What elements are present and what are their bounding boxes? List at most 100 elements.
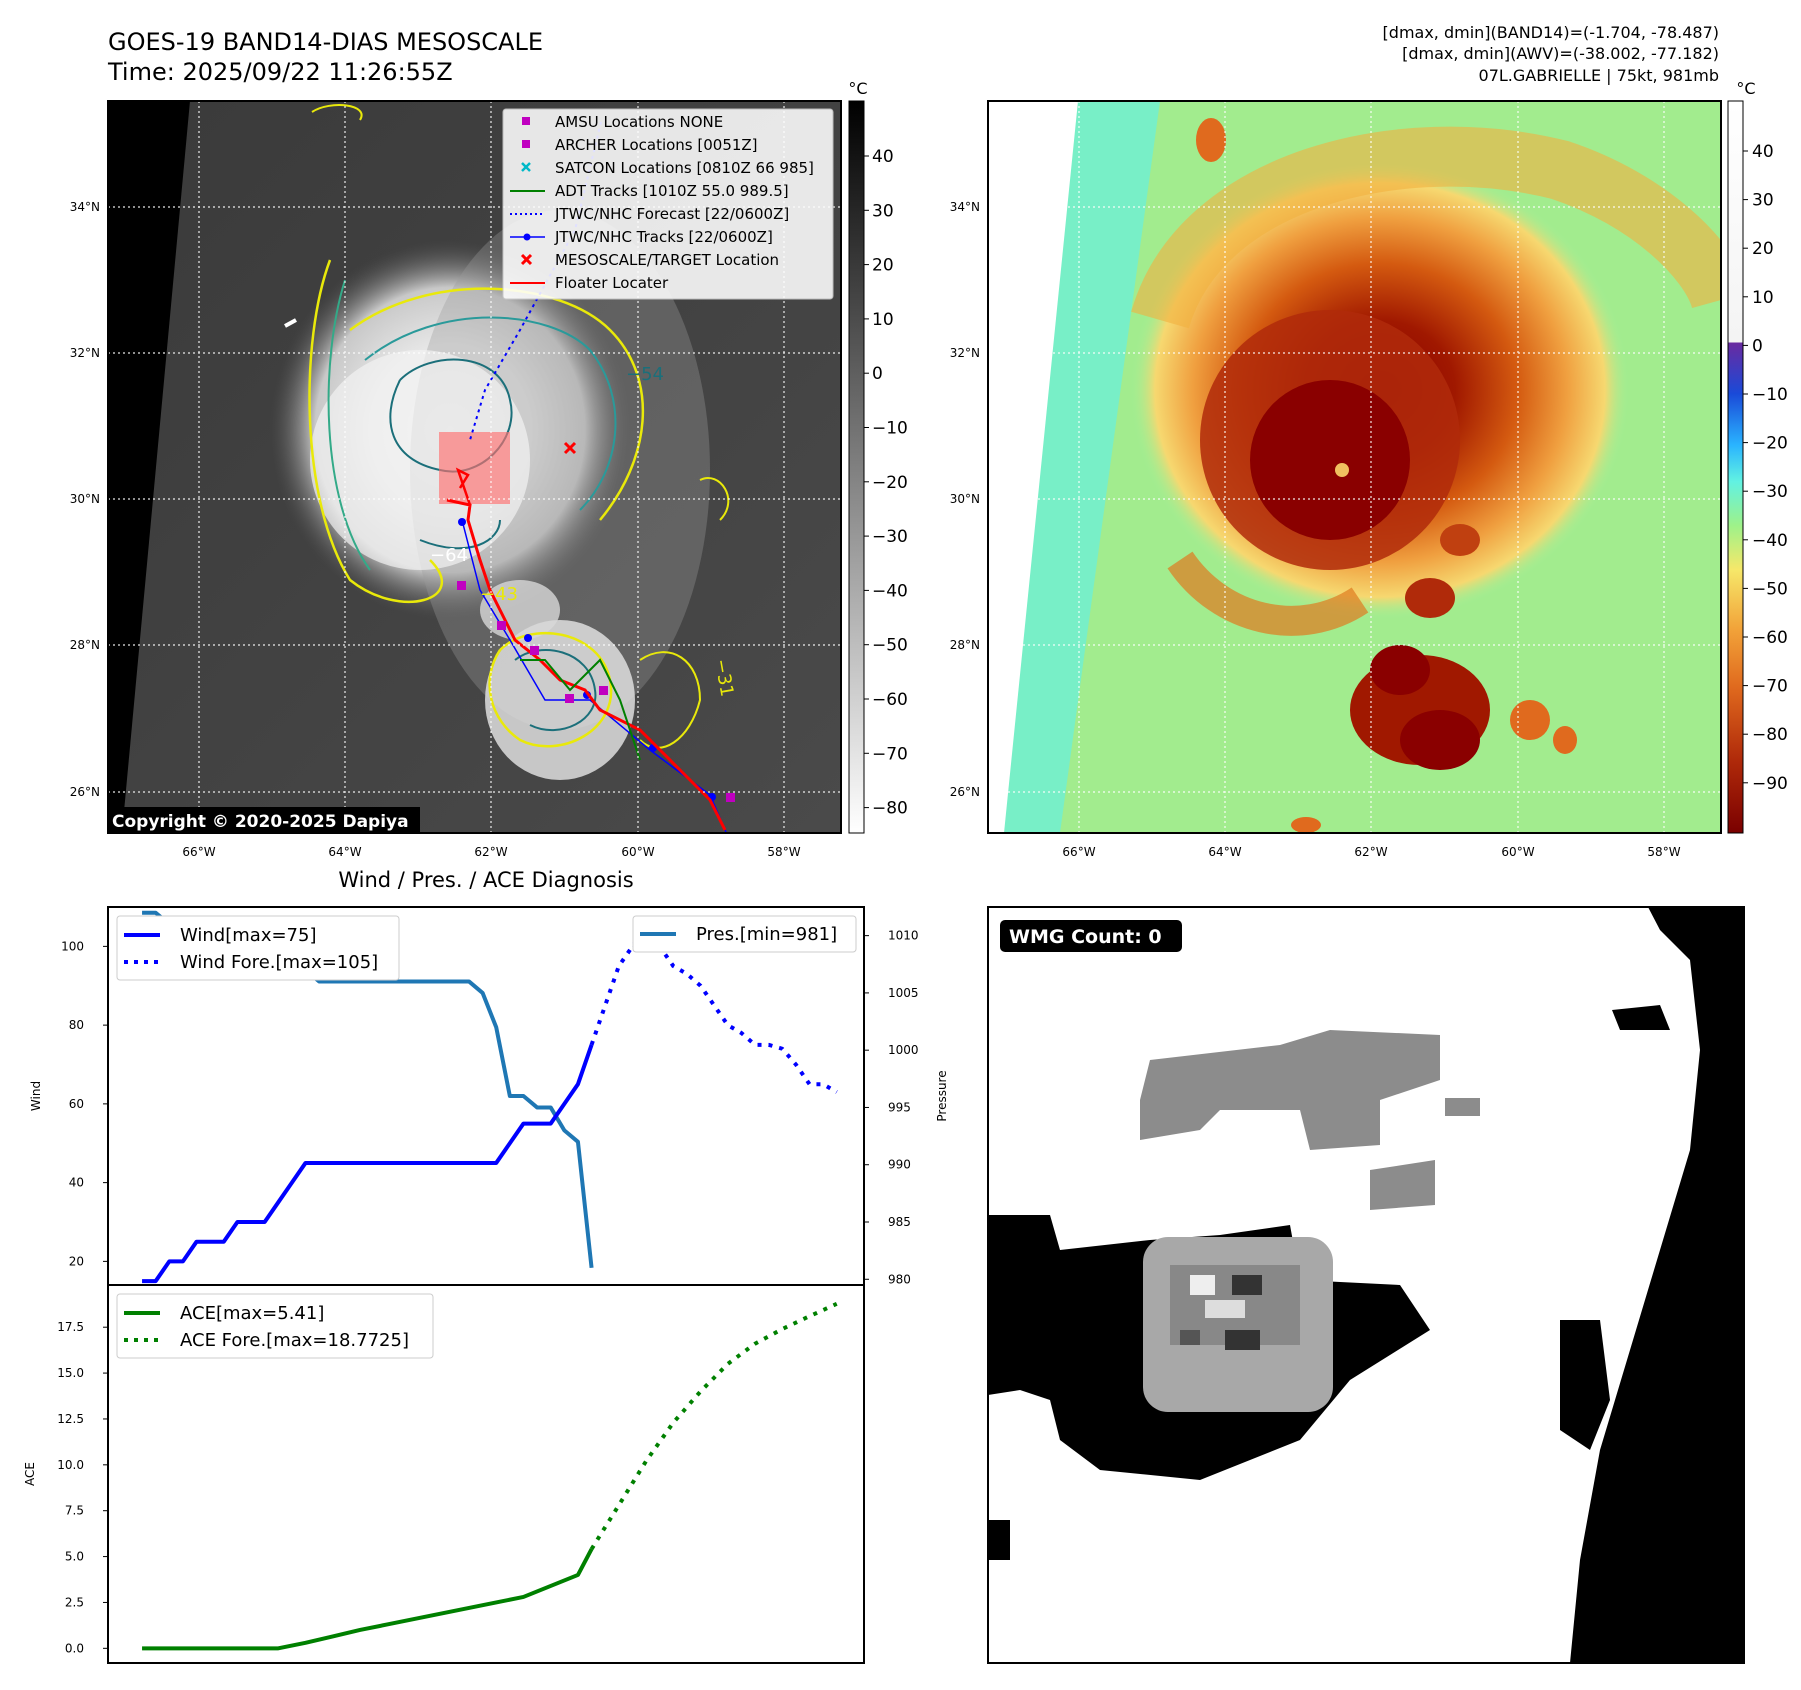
ir-map: −64 −54 −31 −43 Copyright © 2020-2025 Da…	[70, 79, 908, 859]
svg-text:66°W: 66°W	[1062, 845, 1095, 859]
enhanced-lon-labels: 66°W 64°W 62°W 60°W 58°W	[1062, 845, 1680, 859]
enhanced-colorbar: °C 40 30 20 10 0 −10 −20 −30 −40 −50 −60 −70 −80 −90	[1727, 79, 1788, 834]
pressure-axis-tick-label: 990	[888, 1158, 911, 1172]
svg-text:60°W: 60°W	[1501, 845, 1534, 859]
legend-wind: Wind[max=75]	[180, 925, 317, 946]
svg-text:30°N: 30°N	[70, 492, 100, 506]
wmg-panel: WMG Count: 0	[987, 906, 1745, 1664]
svg-text:64°W: 64°W	[328, 845, 361, 859]
ir-colorbar: °C 40 30 20 10 0 −10 −20 −30 −40 −50 −60 −70 −80	[848, 79, 908, 834]
cbar-left-tick-label: −30	[872, 527, 908, 547]
legend-jtwc-forecast: JTWC/NHC Forecast [22/0600Z]	[554, 205, 789, 223]
cbar-right-tick-label: −40	[1752, 531, 1788, 551]
ace-axis-tick-label: 17.5	[57, 1320, 84, 1334]
wmg-count: WMG Count: 0	[1009, 926, 1162, 948]
wind-axis-tick-label: 40	[69, 1176, 84, 1190]
ace-axis-tick-label: 0.0	[65, 1641, 84, 1655]
pressure-axis-tick-label: 1005	[888, 986, 919, 1000]
cbar-right-tick-label: −80	[1752, 725, 1788, 745]
band14-stats: [dmax, dmin](BAND14)=(-1.704, -78.487)	[1383, 23, 1719, 42]
contour-label-54: −54	[626, 364, 664, 385]
pressure-axis-tick-label: 980	[888, 1272, 911, 1286]
legend-ace-forecast: ACE Fore.[max=18.7725]	[180, 1330, 409, 1351]
ir-map-legend: AMSU Locations NONE ARCHER Locations [00…	[502, 108, 834, 300]
pressure-axis-tick-label: 985	[888, 1215, 911, 1229]
wind-pressure-chart: Wind Pressure 20 40 60 80 100 980 985 990 995 10…	[29, 906, 949, 1286]
awv-stats: [dmax, dmin](AWV)=(-38.002, -77.182)	[1402, 44, 1719, 63]
svg-text:32°N: 32°N	[70, 346, 100, 360]
svg-text:30°N: 30°N	[950, 492, 980, 506]
cbar-left-tick-label: −70	[872, 744, 908, 764]
wind-axis-tick-label: 100	[61, 939, 84, 953]
ace-axis-tick-label: 15.0	[57, 1366, 84, 1380]
legend-wind-forecast: Wind Fore.[max=105]	[180, 952, 378, 973]
cbar-right-tick-label: 40	[1752, 142, 1774, 162]
svg-text:62°W: 62°W	[474, 845, 507, 859]
svg-text:°C: °C	[848, 79, 867, 98]
pressure-axis-label: Pressure	[935, 1070, 949, 1121]
svg-text:34°N: 34°N	[70, 200, 100, 214]
figure-time: Time: 2025/09/22 11:26:55Z	[107, 58, 453, 86]
ir-lat-labels: 34°N 32°N 30°N 28°N 26°N	[70, 200, 100, 799]
svg-text:28°N: 28°N	[70, 638, 100, 652]
svg-text:26°N: 26°N	[950, 785, 980, 799]
diagnosis-title: Wind / Pres. / ACE Diagnosis	[338, 868, 633, 892]
ace-axis-tick-label: 2.5	[65, 1595, 84, 1609]
svg-text:34°N: 34°N	[950, 200, 980, 214]
cbar-left-tick-label: −20	[872, 473, 908, 493]
wind-axis-tick-label: 20	[69, 1254, 84, 1268]
cbar-right-tick-label: 0	[1752, 336, 1763, 356]
wind-legend: Wind[max=75] Wind Fore.[max=105]	[116, 915, 400, 981]
storm-info: 07L.GABRIELLE | 75kt, 981mb	[1479, 66, 1719, 85]
cbar-right-tick-label: −50	[1752, 579, 1788, 599]
cbar-left-tick-label: 30	[872, 201, 894, 221]
cbar-right-tick-label: 30	[1752, 191, 1774, 211]
ace-axis-tick-label: 12.5	[57, 1412, 84, 1426]
wind-axis-label: Wind	[29, 1081, 43, 1111]
legend-amsu: AMSU Locations NONE	[555, 113, 723, 131]
legend-satcon: SATCON Locations [0810Z 66 985]	[555, 159, 814, 177]
cbar-right-tick-label: −20	[1752, 434, 1788, 454]
ace-axis-tick-label: 5.0	[65, 1550, 84, 1564]
cbar-left-tick-label: 40	[872, 147, 894, 167]
cbar-right-tick-label: −70	[1752, 677, 1788, 697]
legend-target: MESOSCALE/TARGET Location	[555, 251, 779, 269]
copyright-text: Copyright © 2020-2025 Dapiya	[112, 812, 409, 832]
svg-text:28°N: 28°N	[950, 638, 980, 652]
svg-text:62°W: 62°W	[1354, 845, 1387, 859]
legend-floater: Floater Locater	[555, 274, 669, 292]
wind-axis-tick-label: 80	[69, 1018, 84, 1032]
cbar-right-tick-label: −90	[1752, 774, 1788, 794]
cbar-right-tick-label: −30	[1752, 482, 1788, 502]
svg-text:26°N: 26°N	[70, 785, 100, 799]
pressure-axis-tick-label: 995	[888, 1100, 911, 1114]
svg-text:32°N: 32°N	[950, 346, 980, 360]
contour-label-64: −64	[430, 545, 468, 566]
svg-text:60°W: 60°W	[621, 845, 654, 859]
legend-jtwc-tracks: JTWC/NHC Tracks [22/0600Z]	[554, 228, 773, 246]
legend-pressure: Pres.[min=981]	[696, 924, 837, 945]
cbar-left-tick-label: −60	[872, 690, 908, 710]
wind-axis-tick-label: 60	[69, 1097, 84, 1111]
cbar-left-tick-label: 0	[872, 364, 883, 384]
cbar-left-tick-label: −50	[872, 636, 908, 656]
svg-text:58°W: 58°W	[767, 845, 800, 859]
legend-archer: ARCHER Locations [0051Z]	[555, 136, 758, 154]
cbar-left-tick-label: 10	[872, 310, 894, 330]
ace-axis-tick-label: 7.5	[65, 1504, 84, 1518]
ace-forecast-line	[589, 1302, 838, 1551]
legend-ace: ACE[max=5.41]	[180, 1303, 324, 1324]
cbar-right-tick-label: 20	[1752, 239, 1774, 259]
cbar-left-tick-label: −10	[872, 419, 908, 439]
legend-adt: ADT Tracks [1010Z 55.0 989.5]	[555, 182, 789, 200]
ace-chart: ACE 0.0 2.5 5.0 7.5 10.0 12.5 15.0 17.5 ACE[max…	[23, 1284, 865, 1664]
svg-text:58°W: 58°W	[1647, 845, 1680, 859]
enhanced-map: 34°N 32°N 30°N 28°N 26°N 66°W 64°W 62°W …	[950, 79, 1788, 859]
svg-text:64°W: 64°W	[1208, 845, 1241, 859]
pressure-legend: Pres.[min=981]	[632, 915, 857, 953]
ace-line	[142, 1548, 594, 1651]
cbar-right-tick-label: −10	[1752, 385, 1788, 405]
cbar-right-tick-label: −60	[1752, 628, 1788, 648]
wind-line	[142, 1044, 594, 1284]
svg-text:°C: °C	[1736, 79, 1755, 98]
